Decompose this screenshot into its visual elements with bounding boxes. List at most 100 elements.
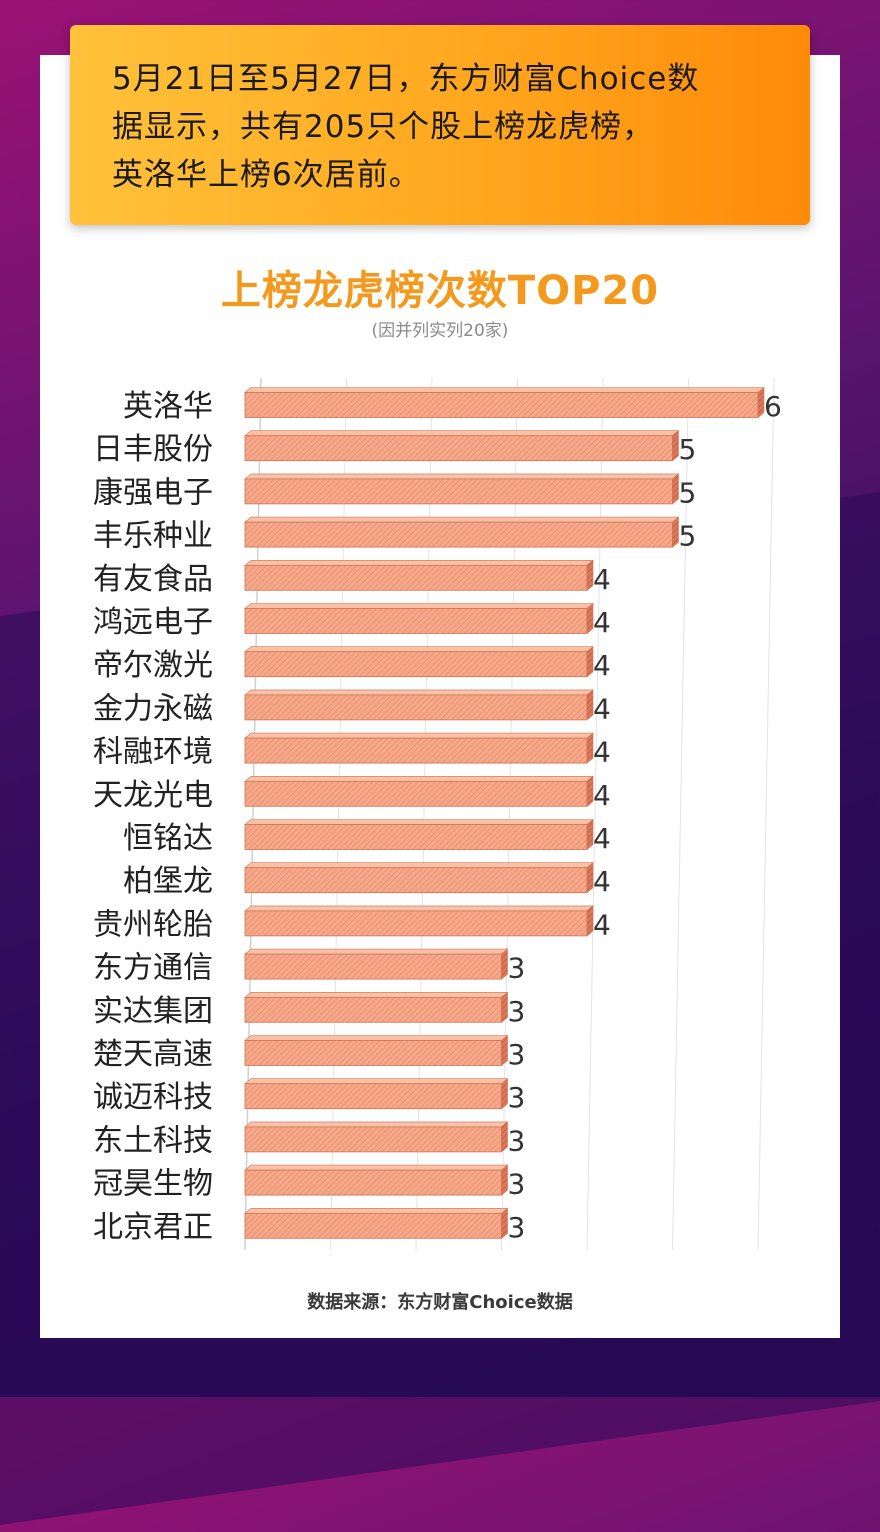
bar-front-face [244,521,673,548]
bar-side-face [586,689,594,721]
category-label: 柏堡龙 [123,864,213,899]
category-label: 帝尔激光 [93,648,213,683]
bar-top-face [244,516,680,523]
value-label: 4 [593,865,611,898]
category-label: 鸿远电子 [93,605,213,640]
bar-side-face [501,1164,508,1196]
bar-side-face [501,1207,508,1239]
bar-side-face [586,602,594,635]
value-label: 4 [593,822,611,855]
bar-side-face [672,430,679,462]
value-label: 3 [508,1211,526,1244]
bar-side-face [501,1121,508,1153]
bar-side-face [586,818,594,851]
bar-5 [244,559,594,591]
category-label: 英洛华 [123,389,213,424]
bar-front-face [244,910,588,937]
bar-16 [244,1034,509,1067]
bar-front-face [244,1212,502,1239]
bar-front-face [244,867,588,894]
bar-2 [244,430,680,462]
value-label: 4 [593,692,611,725]
y-axis-line [244,377,262,1251]
bar-top-face [244,559,594,566]
bar-top-face [244,473,680,480]
category-label: 楚天高速 [93,1037,213,1072]
bar-4 [244,516,680,548]
bar-top-face [244,646,594,653]
summary-line-2: 据显示，共有205只个股上榜龙虎榜， [112,109,655,145]
category-label: 恒铭达 [123,821,213,856]
gridline [501,377,518,1251]
bar-top-face [244,948,509,955]
bar-front-face [244,608,588,634]
gridline [586,377,604,1251]
bar-front-face [244,1126,502,1153]
bar-layer [244,386,765,1239]
summary-line-1: 5月21日至5月27日，东方财富Choice数 [112,61,700,97]
bar-top-face [244,1208,509,1214]
bar-front-face [244,435,673,462]
bar-side-face [672,473,679,505]
bar-chart: 英洛华 6 日丰股份 5 康强电子 5 丰乐种业 5 有友食品 4 鸿远电子 4 帝尔激光 4 金力永磁 4 科… [93,377,782,1251]
category-label: 诚迈科技 [93,1080,213,1115]
chart-title: 上榜龙虎榜次数TOP20 [220,268,660,314]
bar-front-face [244,1083,502,1110]
bar-front-face [244,780,588,807]
value-label: 5 [679,433,697,466]
bar-side-face [501,991,508,1023]
bar-18 [244,1121,509,1153]
category-label: 东土科技 [93,1123,213,1158]
bar-side-face [586,646,594,678]
gridline [415,377,433,1251]
value-label: 4 [593,563,611,596]
category-label: 东方通信 [93,951,213,986]
category-label: 天龙光电 [93,778,213,813]
bar-front-face [244,392,759,418]
value-label: 3 [508,1168,526,1201]
bar-top-face [244,775,594,782]
bar-9 [244,732,594,764]
value-label: 6 [764,390,782,423]
value-label: 3 [508,952,526,985]
value-label: 3 [508,1038,526,1071]
category-label: 丰乐种业 [93,519,213,554]
value-label: 4 [593,908,611,941]
value-label: 4 [593,606,611,639]
bar-8 [244,689,594,721]
bar-side-face [501,948,508,980]
chart-subtitle: (因并列实列20家) [371,321,509,341]
bar-20 [244,1207,509,1239]
summary-text: 5月21日至5月27日，东方财富Choice数 据显示，共有205只个股上榜龙虎… [112,55,792,199]
bar-side-face [586,905,594,937]
category-label: 冠昊生物 [93,1167,213,1202]
bar-side-face [501,1078,508,1110]
bar-10 [244,775,594,807]
bar-front-face [244,824,588,850]
bar-top-face [244,689,594,696]
bar-top-face [244,862,594,869]
bar-12 [244,862,594,894]
bar-top-face [244,1121,509,1128]
value-label: 4 [593,649,611,682]
bar-7 [244,646,594,678]
bar-11 [244,818,594,851]
category-label: 实达集团 [93,994,213,1029]
bar-front-face [244,1040,502,1066]
gridline [330,377,347,1251]
bar-side-face [757,386,765,419]
category-label: 日丰股份 [93,432,213,467]
summary-line-3: 英洛华上榜6次居前。 [112,157,421,193]
bar-side-face [586,732,594,764]
value-label: 4 [593,736,611,769]
bar-side-face [501,1034,508,1067]
value-label: 3 [508,995,526,1028]
category-label: 康强电子 [93,475,213,510]
bar-top-face [244,991,509,998]
gridline [757,377,775,1251]
bar-front-face [244,1169,502,1196]
bar-3 [244,473,680,505]
category-label: 有友食品 [93,562,213,597]
bar-15 [244,991,509,1023]
bar-side-face [586,775,594,807]
